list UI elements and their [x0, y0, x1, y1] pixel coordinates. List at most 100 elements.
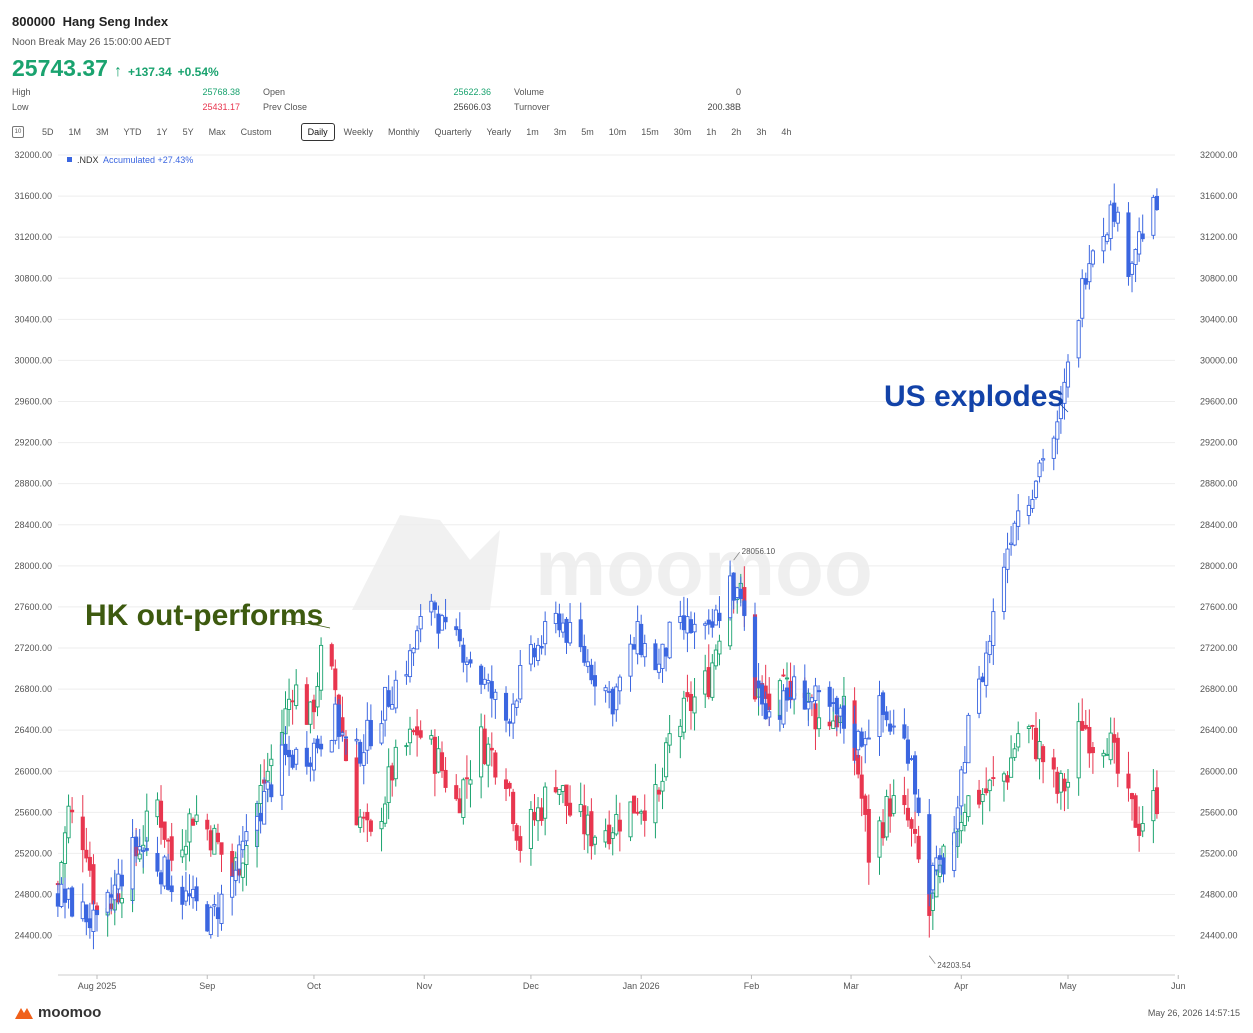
candle	[1080, 269, 1085, 328]
candle	[468, 760, 473, 808]
period-tab-3m[interactable]: 3m	[553, 127, 567, 137]
candle	[880, 690, 886, 733]
candle	[1151, 769, 1156, 844]
candle	[1041, 744, 1046, 784]
candle	[607, 810, 612, 850]
candle	[237, 835, 242, 884]
candle	[816, 699, 822, 737]
legend-symbol: .NDX	[77, 155, 99, 165]
candle	[183, 871, 188, 907]
candle	[617, 674, 622, 705]
candle	[980, 672, 985, 683]
candle	[891, 709, 896, 735]
candle	[212, 824, 217, 855]
candle	[813, 677, 818, 709]
period-tab-1y[interactable]: 1Y	[156, 127, 168, 137]
candle	[468, 651, 473, 668]
period-tab-3m[interactable]: 3M	[96, 127, 109, 137]
watermark-text: moomoo	[535, 523, 873, 612]
candle	[329, 642, 334, 670]
candle	[560, 784, 565, 804]
y-tick-label-left: 25600.00	[14, 807, 52, 817]
period-tab-daily[interactable]: Daily	[300, 123, 335, 141]
x-tick-label: Sep	[199, 981, 215, 991]
period-tab-5d[interactable]: 5D	[42, 127, 54, 137]
candle	[244, 814, 249, 846]
candle	[358, 739, 363, 767]
candle	[84, 904, 89, 936]
open-label: Open	[263, 87, 286, 97]
candle	[930, 862, 935, 899]
candle	[1133, 248, 1138, 283]
interval-icon[interactable]: 10	[12, 126, 24, 138]
period-tab-4h[interactable]: 4h	[781, 127, 792, 137]
candle	[507, 781, 512, 797]
period-tab-10m[interactable]: 10m	[608, 127, 627, 137]
candle	[454, 618, 459, 636]
candle	[457, 612, 462, 647]
y-tick-label-left: 25200.00	[14, 848, 52, 858]
candle	[390, 686, 395, 710]
candlestick-chart[interactable]: moomoo 32000.00 32000.00 31600.00 31600.00 31…	[0, 0, 1253, 1000]
period-tab-custom[interactable]: Custom	[240, 127, 272, 137]
candle	[756, 663, 761, 707]
y-tick-label-right: 31200.00	[1200, 232, 1238, 242]
y-tick-label-left: 31600.00	[14, 191, 52, 201]
watermark-logo-icon	[352, 515, 500, 610]
period-tab-1m[interactable]: 1M	[68, 127, 82, 137]
candle	[354, 737, 359, 826]
period-tab-monthly[interactable]: Monthly	[387, 127, 420, 137]
candle	[667, 714, 672, 754]
period-tab-2h[interactable]: 2h	[731, 127, 742, 137]
candle	[859, 756, 864, 817]
candle	[443, 757, 448, 793]
candle	[528, 801, 533, 866]
candle	[386, 748, 391, 820]
candle	[603, 818, 608, 848]
candle	[916, 789, 921, 817]
period-tab-weekly[interactable]: Weekly	[343, 127, 373, 137]
candle	[365, 803, 370, 842]
candle	[977, 779, 982, 809]
x-tick-label: Jan 2026	[623, 981, 660, 991]
candle	[479, 713, 484, 799]
candle	[464, 656, 469, 683]
y-tick-label-left: 30800.00	[14, 273, 52, 283]
candle	[511, 788, 516, 832]
candle	[194, 877, 199, 911]
period-tab-5m[interactable]: 5m	[581, 127, 594, 137]
candle	[194, 795, 199, 825]
period-tab-30m[interactable]: 30m	[673, 127, 692, 137]
candle	[664, 647, 669, 672]
period-tab-15m[interactable]: 15m	[641, 127, 659, 137]
candle	[1151, 194, 1156, 240]
candle	[404, 742, 409, 756]
candle	[688, 681, 694, 730]
candle	[66, 794, 71, 844]
period-tab-5y[interactable]: 5Y	[182, 127, 194, 137]
candle	[1062, 368, 1067, 420]
candle	[991, 598, 996, 665]
candle	[1076, 702, 1081, 796]
candle	[315, 672, 320, 717]
x-tick-label: Jun	[1171, 981, 1186, 991]
candle	[891, 779, 896, 817]
candle	[607, 681, 612, 709]
candle	[1154, 188, 1159, 211]
candle	[767, 706, 772, 727]
period-tab-3h[interactable]: 3h	[756, 127, 767, 137]
candle	[94, 910, 100, 932]
period-tab-1m[interactable]: 1m	[526, 127, 539, 137]
candle	[1133, 793, 1138, 828]
candle	[568, 785, 573, 818]
period-tab-ytd[interactable]: YTD	[123, 127, 142, 137]
candle	[479, 663, 484, 695]
period-tab-quarterly[interactable]: Quarterly	[434, 127, 472, 137]
candle	[162, 854, 167, 890]
candle	[183, 829, 188, 871]
period-tab-yearly[interactable]: Yearly	[486, 127, 512, 137]
x-tick-label: Mar	[843, 981, 859, 991]
candle	[464, 755, 469, 799]
period-tab-max[interactable]: Max	[208, 127, 226, 137]
period-tab-1h[interactable]: 1h	[706, 127, 717, 137]
